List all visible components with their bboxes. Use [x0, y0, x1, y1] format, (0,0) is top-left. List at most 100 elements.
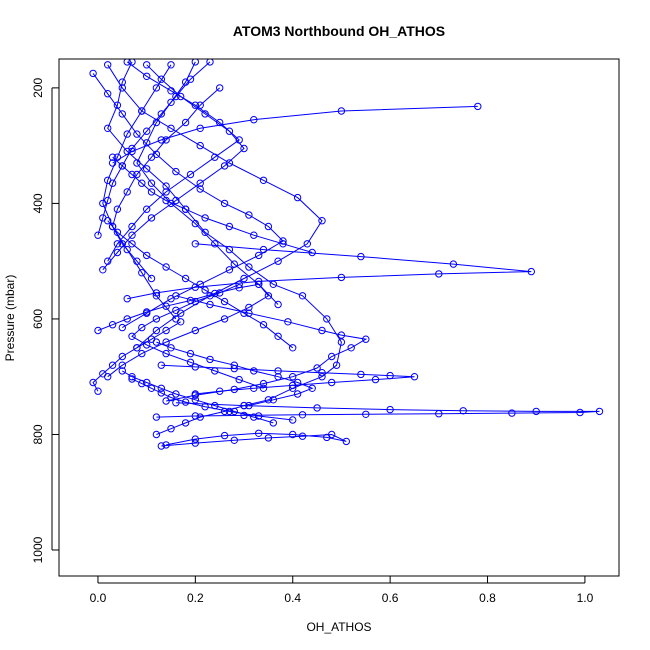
series-line-15 — [102, 64, 245, 271]
data-point — [186, 75, 195, 83]
data-point — [318, 373, 326, 381]
data-point — [347, 344, 355, 352]
data-point — [138, 179, 146, 187]
data-point — [172, 306, 180, 314]
data-point — [245, 303, 253, 312]
data-point — [181, 274, 190, 283]
data-point — [201, 403, 209, 411]
series-line-7 — [156, 402, 600, 418]
x-axis-label: OH_ATHOS — [306, 620, 371, 634]
data-point — [128, 144, 136, 153]
data-point — [143, 127, 151, 135]
data-point — [181, 419, 190, 427]
data-point — [196, 141, 204, 150]
data-point — [308, 248, 316, 257]
data-point — [152, 413, 161, 421]
y-tick-label: 800 — [31, 424, 45, 444]
data-point — [128, 222, 136, 231]
data-point — [279, 240, 287, 248]
chart-title: ATOM3 Northbound OH_ATHOS — [233, 23, 445, 39]
data-point — [357, 252, 365, 261]
data-point — [104, 124, 112, 133]
data-point — [216, 387, 224, 395]
data-point — [220, 162, 229, 170]
data-point — [99, 266, 107, 274]
data-point — [128, 373, 136, 381]
data-point — [328, 352, 336, 361]
data-point — [303, 240, 311, 248]
data-point — [259, 321, 268, 329]
data-point — [172, 92, 180, 101]
data-point — [147, 384, 156, 392]
data-point — [313, 404, 321, 412]
series-line-4 — [127, 243, 532, 300]
data-point — [337, 273, 346, 282]
data-point — [337, 107, 346, 115]
data-point — [235, 280, 243, 288]
data-point — [274, 332, 282, 340]
y-tick-label: 200 — [31, 78, 45, 98]
data-point — [128, 375, 136, 383]
data-point — [104, 61, 112, 69]
data-point — [133, 170, 141, 179]
data-point — [108, 321, 117, 329]
data-point — [211, 401, 219, 410]
data-point — [318, 369, 326, 377]
data-point — [459, 407, 467, 415]
data-point — [235, 375, 243, 384]
data-point — [108, 159, 117, 167]
data-point — [196, 185, 204, 193]
data-point — [250, 413, 258, 421]
data-point — [147, 153, 156, 161]
data-point — [162, 338, 170, 346]
data-point — [191, 297, 200, 306]
data-point — [162, 441, 170, 449]
data-point — [152, 84, 161, 92]
data-point — [104, 90, 112, 98]
data-point — [386, 371, 394, 380]
data-point — [410, 373, 419, 381]
data-point — [147, 188, 156, 196]
data-point — [255, 412, 263, 420]
data-point — [167, 295, 175, 303]
data-point — [289, 416, 297, 424]
data-point — [104, 176, 112, 185]
data-point — [186, 349, 195, 358]
data-point — [269, 396, 277, 404]
x-tick-label: 0.2 — [187, 591, 204, 605]
data-point — [147, 335, 156, 343]
data-point — [250, 116, 258, 124]
data-point — [123, 245, 131, 254]
data-point — [113, 101, 122, 109]
data-point — [157, 442, 166, 450]
data-point — [240, 401, 248, 410]
data-point — [216, 289, 224, 297]
data-point — [89, 69, 97, 78]
data-point — [128, 332, 136, 340]
series-line-20 — [102, 64, 177, 320]
data-point — [186, 170, 195, 179]
data-point — [118, 352, 127, 361]
data-point — [362, 335, 370, 343]
data-point — [162, 326, 170, 335]
data-point — [225, 266, 234, 274]
data-point — [284, 318, 292, 326]
data-point — [230, 260, 239, 268]
y-tick-label: 400 — [31, 193, 45, 213]
data-point — [118, 162, 127, 170]
plot-layer — [89, 59, 604, 450]
data-point — [201, 110, 209, 118]
data-point — [147, 214, 156, 222]
data-point — [99, 199, 107, 208]
data-point — [191, 59, 199, 66]
x-tick-label: 0.6 — [382, 591, 399, 605]
x-tick-label: 1.0 — [577, 591, 594, 605]
data-point — [245, 263, 253, 271]
data-point — [167, 393, 175, 402]
data-point — [167, 124, 175, 133]
series-line-11 — [107, 61, 241, 262]
data-point — [206, 300, 214, 309]
data-point — [274, 367, 282, 375]
